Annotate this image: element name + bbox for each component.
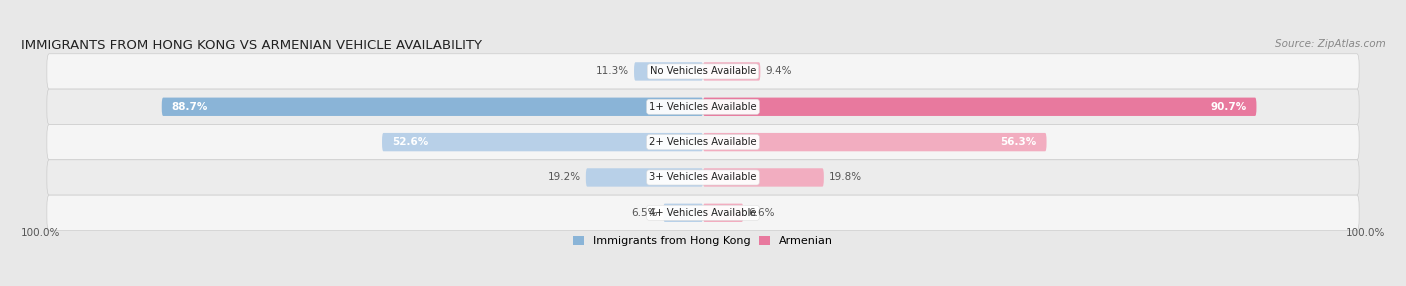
Text: 100.0%: 100.0% bbox=[21, 228, 60, 238]
FancyBboxPatch shape bbox=[703, 62, 761, 81]
FancyBboxPatch shape bbox=[46, 124, 1360, 160]
Text: No Vehicles Available: No Vehicles Available bbox=[650, 66, 756, 76]
Text: 19.2%: 19.2% bbox=[547, 172, 581, 182]
FancyBboxPatch shape bbox=[703, 133, 1046, 151]
FancyBboxPatch shape bbox=[664, 204, 703, 222]
FancyBboxPatch shape bbox=[46, 195, 1360, 231]
Text: 3+ Vehicles Available: 3+ Vehicles Available bbox=[650, 172, 756, 182]
FancyBboxPatch shape bbox=[703, 168, 824, 187]
FancyBboxPatch shape bbox=[46, 89, 1360, 124]
Text: IMMIGRANTS FROM HONG KONG VS ARMENIAN VEHICLE AVAILABILITY: IMMIGRANTS FROM HONG KONG VS ARMENIAN VE… bbox=[21, 39, 482, 52]
Legend: Immigrants from Hong Kong, Armenian: Immigrants from Hong Kong, Armenian bbox=[572, 236, 834, 246]
Text: 4+ Vehicles Available: 4+ Vehicles Available bbox=[650, 208, 756, 218]
FancyBboxPatch shape bbox=[162, 98, 703, 116]
Text: 6.5%: 6.5% bbox=[631, 208, 658, 218]
FancyBboxPatch shape bbox=[46, 160, 1360, 195]
Text: 1+ Vehicles Available: 1+ Vehicles Available bbox=[650, 102, 756, 112]
FancyBboxPatch shape bbox=[382, 133, 703, 151]
Text: 56.3%: 56.3% bbox=[1001, 137, 1036, 147]
FancyBboxPatch shape bbox=[586, 168, 703, 187]
Text: 52.6%: 52.6% bbox=[392, 137, 427, 147]
Text: 2+ Vehicles Available: 2+ Vehicles Available bbox=[650, 137, 756, 147]
Text: 9.4%: 9.4% bbox=[766, 66, 792, 76]
FancyBboxPatch shape bbox=[634, 62, 703, 81]
Text: 90.7%: 90.7% bbox=[1211, 102, 1247, 112]
Text: 6.6%: 6.6% bbox=[748, 208, 775, 218]
FancyBboxPatch shape bbox=[46, 54, 1360, 89]
Text: 100.0%: 100.0% bbox=[1346, 228, 1385, 238]
FancyBboxPatch shape bbox=[703, 204, 744, 222]
Text: 19.8%: 19.8% bbox=[830, 172, 862, 182]
Text: 88.7%: 88.7% bbox=[172, 102, 208, 112]
Text: Source: ZipAtlas.com: Source: ZipAtlas.com bbox=[1275, 39, 1385, 49]
Text: 11.3%: 11.3% bbox=[596, 66, 628, 76]
FancyBboxPatch shape bbox=[703, 98, 1257, 116]
